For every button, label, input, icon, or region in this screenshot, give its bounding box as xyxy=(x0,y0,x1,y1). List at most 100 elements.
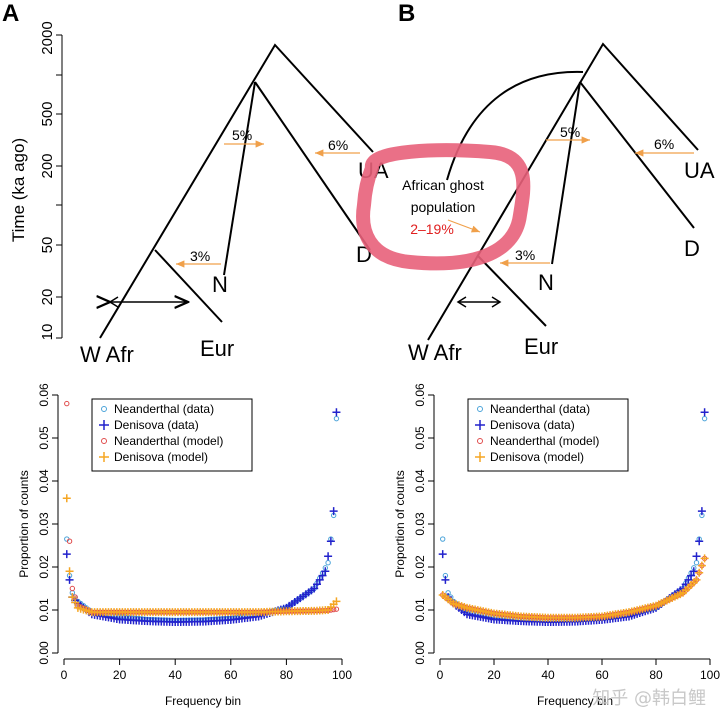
x-tick-label: 0 xyxy=(437,668,444,682)
ytick-50: 50 xyxy=(39,237,56,254)
x-tick-label: 20 xyxy=(113,668,127,682)
data-point xyxy=(69,585,76,592)
tree-a-label-n: N xyxy=(212,272,228,297)
data-point xyxy=(321,606,330,615)
data-point xyxy=(325,560,331,566)
data-point xyxy=(487,608,496,617)
ytick-2000: 2000 xyxy=(39,21,56,54)
ytick-10: 10 xyxy=(39,324,56,341)
flow-a-5pct: 5% xyxy=(232,127,252,143)
flow-b-3pct: 3% xyxy=(515,247,535,263)
y-tick-label: 0.03 xyxy=(413,512,427,536)
data-point xyxy=(695,537,704,546)
data-point xyxy=(315,575,324,584)
data-point xyxy=(71,598,80,607)
tree-a-label-eur: Eur xyxy=(200,336,234,361)
legend-entry: Neanderthal (data) xyxy=(114,402,214,416)
data-point xyxy=(701,415,708,422)
data-point xyxy=(333,415,340,422)
tree-b-label-n: N xyxy=(538,270,554,295)
data-point xyxy=(62,550,71,559)
data-point xyxy=(65,567,74,576)
legend-entry: Denisova (model) xyxy=(490,450,584,464)
y-tick-label: 0.06 xyxy=(37,383,51,407)
data-point xyxy=(687,571,696,580)
data-point xyxy=(692,552,701,561)
tree-b-label-ua: UA xyxy=(684,158,715,183)
x-axis-label: Frequency bin xyxy=(165,694,241,708)
chart-a: 0.00 0.01 0.02 0.03 0.04 0.05 0.06 0 20 40 60 80 100… xyxy=(17,383,352,708)
y-tick-label: 0.06 xyxy=(413,383,427,407)
data-point xyxy=(697,507,706,516)
legend-entry: Denisova (data) xyxy=(490,418,575,432)
ghost-line2: population xyxy=(411,199,476,215)
tree-a-branches xyxy=(99,43,374,339)
data-point xyxy=(85,607,94,616)
data-point xyxy=(697,561,706,570)
x-tick-label: 40 xyxy=(169,668,183,682)
data-point xyxy=(333,606,340,612)
y-tick-label: 0.04 xyxy=(37,469,51,493)
tree-a-label-wafr: W Afr xyxy=(80,342,134,367)
legend-marker xyxy=(475,452,485,462)
y-tick-label: 0.02 xyxy=(37,555,51,579)
x-tick-label: 60 xyxy=(224,668,238,682)
panel-letter-b: B xyxy=(398,0,416,27)
x-tick-label: 80 xyxy=(280,668,294,682)
data-point xyxy=(676,590,685,599)
data-point xyxy=(312,580,321,589)
data-point xyxy=(460,602,469,611)
legend-marker xyxy=(477,406,483,412)
chart-b: 0.00 0.01 0.02 0.03 0.04 0.05 0.06 0 20 40 60 80 100… xyxy=(393,383,720,708)
data-point xyxy=(693,560,700,566)
data-point xyxy=(326,537,335,546)
x-tick-label: 60 xyxy=(595,668,609,682)
ghost-pct: 2–19% xyxy=(410,221,454,237)
panel-letter-a: A xyxy=(2,0,20,27)
data-point xyxy=(695,568,704,577)
flow-a-6pct: 6% xyxy=(328,137,348,153)
ytick-20: 20 xyxy=(39,289,56,306)
legend-entry: Neanderthal (model) xyxy=(490,434,599,448)
y-tick-label: 0.05 xyxy=(413,426,427,450)
data-point xyxy=(441,575,450,584)
tree-b-label-eur: Eur xyxy=(524,334,558,359)
y-tick-label: 0.02 xyxy=(413,555,427,579)
flow-b-6pct: 6% xyxy=(654,136,674,152)
y-axis-label: Proportion of counts xyxy=(17,470,31,577)
data-point xyxy=(324,552,333,561)
data-point xyxy=(689,578,698,587)
data-point xyxy=(689,567,698,576)
data-point xyxy=(329,600,338,609)
tree-b-label-d: D xyxy=(684,236,700,261)
y-tick-label: 0.03 xyxy=(37,512,51,536)
data-point xyxy=(622,608,631,617)
data-point xyxy=(64,400,70,407)
legend-marker xyxy=(101,406,107,412)
legend-marker xyxy=(99,420,109,430)
legend-box xyxy=(91,398,253,472)
data-point xyxy=(68,593,77,602)
data-point xyxy=(700,554,709,563)
data-point xyxy=(438,550,447,559)
x-tick-label: 40 xyxy=(541,668,555,682)
legend-marker xyxy=(99,452,109,462)
tree-b-label-wafr: W Afr xyxy=(408,340,462,365)
data-point xyxy=(307,586,316,595)
x-tick-label: 80 xyxy=(649,668,663,682)
legend-entry: Neanderthal (model) xyxy=(114,434,223,448)
data-point xyxy=(684,575,693,584)
data-point xyxy=(700,408,709,417)
x-axis-label: Frequency bin xyxy=(537,694,613,708)
legend-entry: Denisova (data) xyxy=(114,418,199,432)
y-tick-label: 0.00 xyxy=(413,641,427,665)
tree-a-yaxis: 2000 500 200 50 20 10 Time (ka ago) xyxy=(9,21,63,341)
ytick-200: 200 xyxy=(39,153,56,178)
tree-b-flows: 5% 6% 3% xyxy=(500,124,694,267)
y-tick-label: 0.00 xyxy=(37,641,51,665)
data-point xyxy=(318,571,327,580)
y-tick-label: 0.05 xyxy=(37,426,51,450)
data-point xyxy=(332,408,341,417)
x-tick-label: 100 xyxy=(332,668,352,682)
